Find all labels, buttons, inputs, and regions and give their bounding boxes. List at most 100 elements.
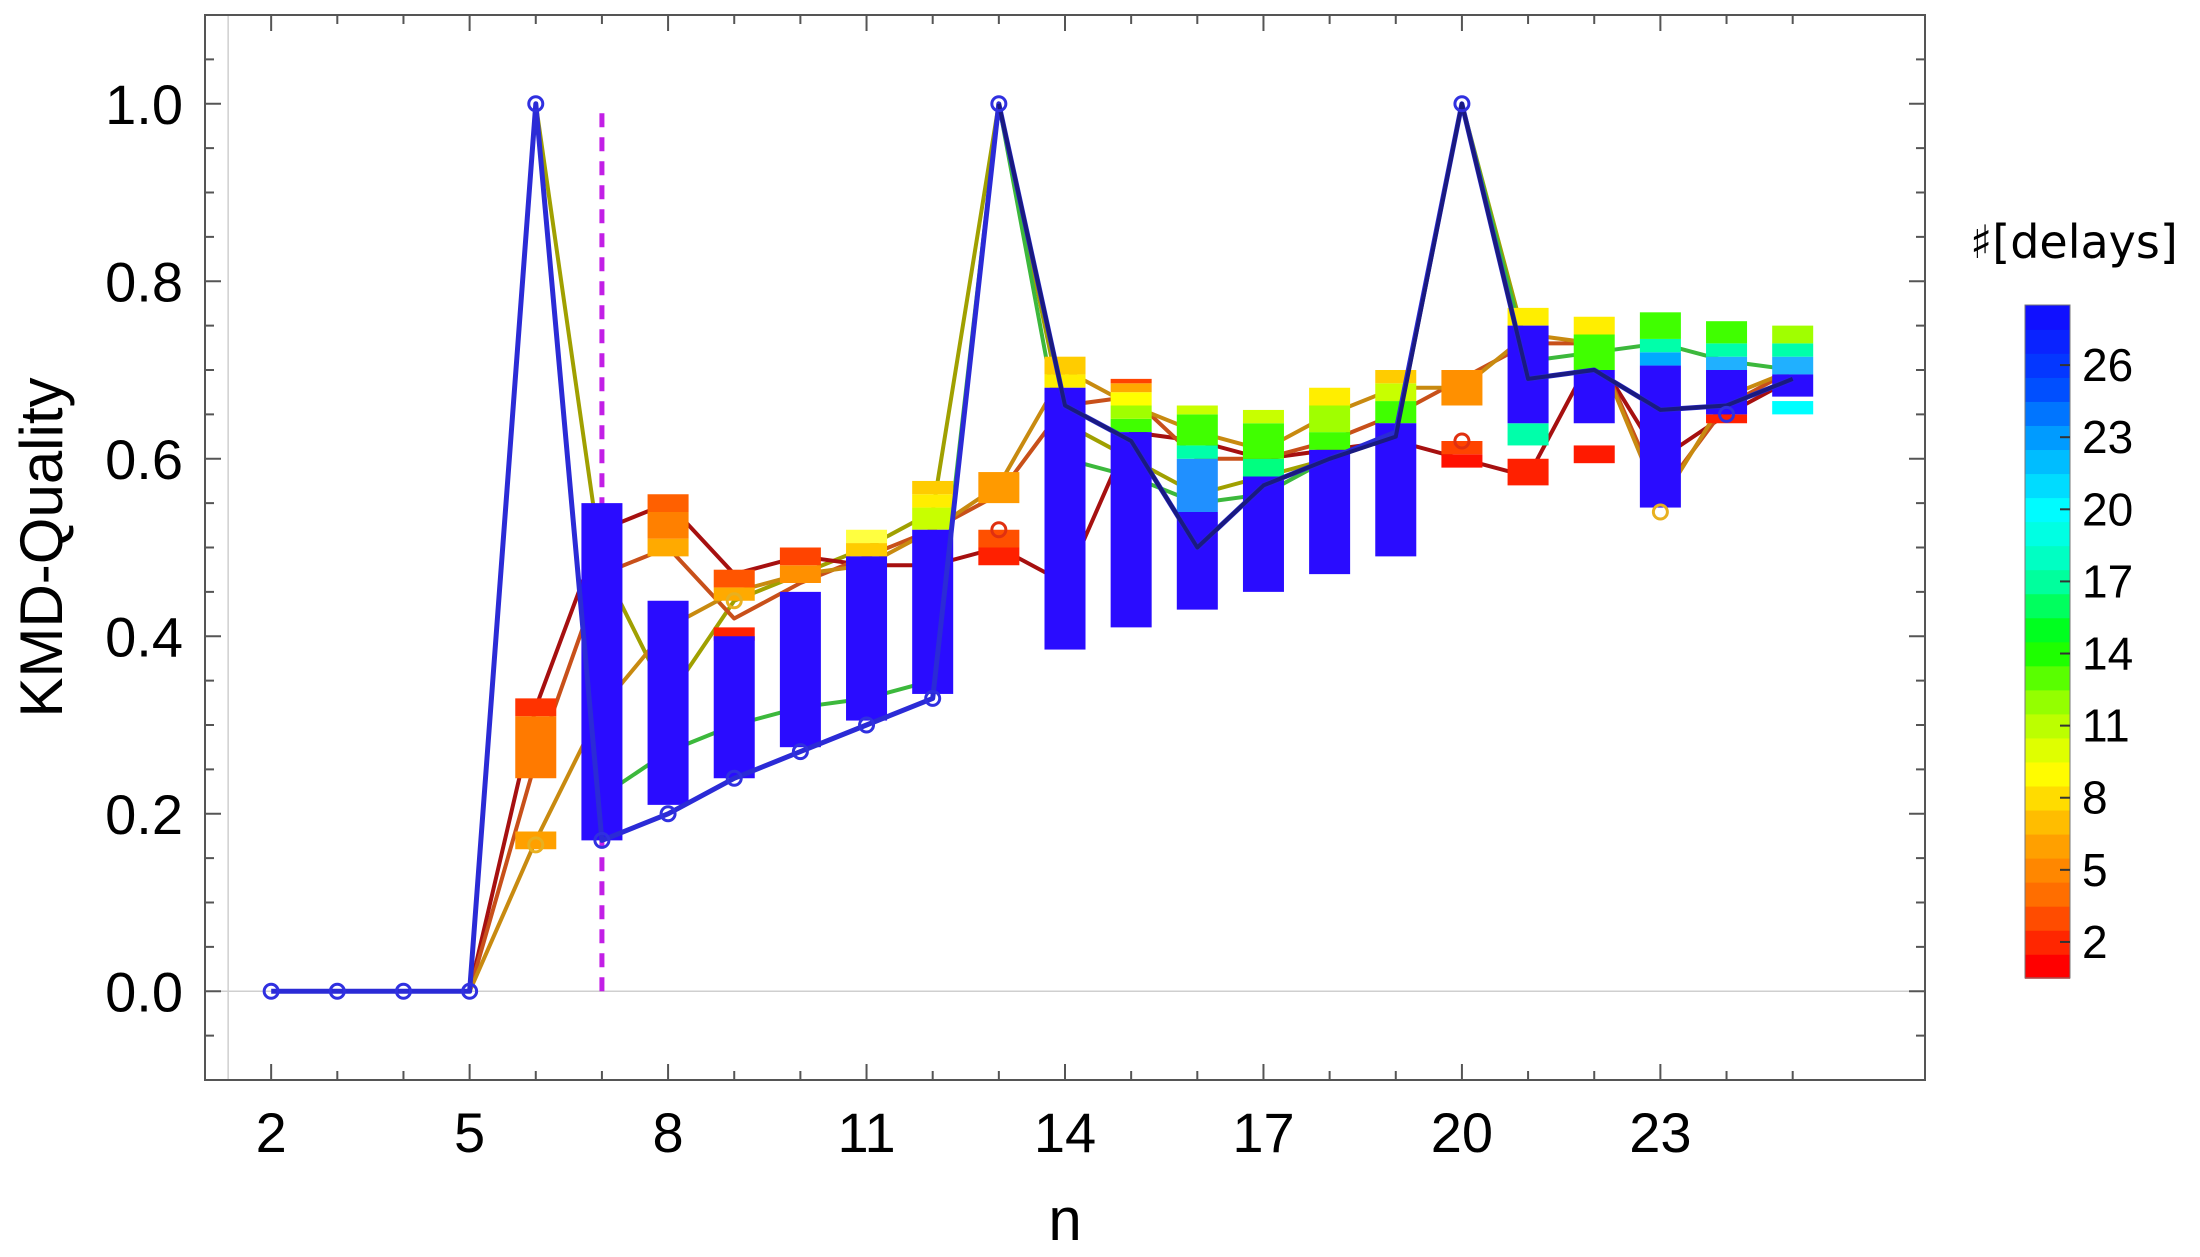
legend-color-step (2025, 761, 2070, 787)
x-tick-label: 17 (1232, 1101, 1294, 1164)
color-patch (1706, 356, 1748, 370)
range-box (1375, 423, 1417, 557)
color-patch (1375, 383, 1417, 402)
data-point-marker (527, 836, 545, 854)
color-patch (515, 698, 557, 717)
data-point-marker (1718, 405, 1736, 423)
data-point-marker (924, 689, 942, 707)
series-line (996, 101, 1794, 550)
legend-tick-label: 14 (2082, 628, 2133, 680)
legend-color-step (2025, 953, 2070, 979)
range-box (647, 600, 689, 805)
color-patch (1706, 414, 1748, 424)
legend-bar-frame (2024, 304, 2071, 979)
color-patch (779, 547, 821, 566)
legend-color-step (2025, 377, 2070, 402)
color-patch (779, 565, 821, 583)
data-point-marker (990, 95, 1008, 113)
data-point-marker (262, 982, 280, 1000)
color-patch (1110, 418, 1152, 433)
x-tick-label: 20 (1431, 1101, 1493, 1164)
color-patch (1176, 458, 1218, 512)
color-patch (1573, 334, 1615, 370)
data-point-marker (791, 743, 809, 761)
color-patch (1110, 405, 1152, 419)
color-patch (515, 716, 557, 779)
color-patch (1110, 392, 1152, 406)
color-patch (912, 507, 954, 530)
range-box (713, 636, 755, 779)
legend-color-step (2025, 833, 2070, 859)
legend-color-step (2025, 809, 2070, 835)
x-tick-label: 11 (837, 1101, 895, 1164)
data-point-marker (527, 95, 545, 113)
color-patch (1706, 321, 1748, 344)
color-patch (647, 538, 689, 557)
range-box (779, 591, 821, 748)
data-point-marker (461, 982, 479, 1000)
data-point-marker (394, 982, 412, 1000)
color-patch (1309, 432, 1351, 450)
y-axis-ticks: 0.0 0.2 0.4 0.6 0.8 1.0 (105, 14, 1925, 1081)
x-tick-label: 2 (256, 1101, 287, 1164)
color-patch (1110, 378, 1152, 384)
color-patch (1639, 312, 1681, 339)
color-patch (912, 480, 954, 495)
data-point-marker (990, 521, 1008, 539)
color-patch (1706, 343, 1748, 357)
legend-color-step (2025, 881, 2070, 907)
data-point-marker (858, 716, 876, 734)
range-box (1242, 476, 1284, 592)
legend-tick-label: 26 (2082, 339, 2133, 391)
y-axis-label: KMD-Quality (8, 377, 75, 717)
legend-tick-label: 20 (2082, 483, 2133, 535)
color-patch (1441, 370, 1483, 406)
color-patch (1242, 423, 1284, 459)
data-point-marker (593, 831, 611, 849)
color-patch (1044, 374, 1086, 388)
color-patch (647, 494, 689, 512)
range-box (846, 556, 888, 721)
x-tick-label: 14 (1034, 1101, 1096, 1164)
color-patch (1772, 343, 1814, 357)
x-tick-label: 8 (652, 1101, 683, 1164)
x-axis-ticks: 2 5 8 11 14 17 20 23 (256, 15, 1794, 1164)
data-point-marker (1651, 503, 1669, 521)
x-axis-label: n (1048, 1186, 1081, 1253)
legend-tick-label: 2 (2082, 916, 2108, 968)
y-tick-label: 0.6 (105, 428, 183, 491)
legend-tick-label: 8 (2082, 772, 2108, 824)
data-point-marker (1453, 432, 1471, 450)
color-patch (1639, 338, 1681, 353)
color-patch (1507, 423, 1549, 446)
legend-color-step (2025, 665, 2070, 691)
legend-color-step (2025, 521, 2070, 547)
color-patch (978, 547, 1020, 566)
color-patch (846, 543, 888, 557)
legend-color-step (2025, 737, 2070, 763)
zero-line (205, 15, 1925, 1080)
data-point-marker (1453, 95, 1471, 113)
color-patch (1573, 445, 1615, 464)
legend-color-step (2025, 401, 2070, 426)
color-patch (1639, 352, 1681, 366)
legend-color-step (2025, 329, 2070, 354)
color-patch (1242, 409, 1284, 424)
color-patch (1309, 405, 1351, 433)
color-patches (515, 307, 1814, 850)
x-tick-label: 23 (1629, 1101, 1691, 1164)
color-patch (1573, 316, 1615, 335)
range-box (1309, 449, 1351, 575)
range-box (1639, 365, 1681, 508)
x-tick-label: 5 (454, 1101, 485, 1164)
color-patch (1772, 356, 1814, 375)
color-patch (1176, 445, 1218, 459)
color-patch (1507, 307, 1549, 326)
legend-tick-label: 17 (2082, 555, 2133, 607)
color-patch (912, 494, 954, 508)
legend-title: ♯[delays] (1970, 215, 2178, 269)
color-patch (515, 831, 557, 850)
color-patch (1309, 387, 1351, 406)
color-patch (978, 529, 1020, 548)
